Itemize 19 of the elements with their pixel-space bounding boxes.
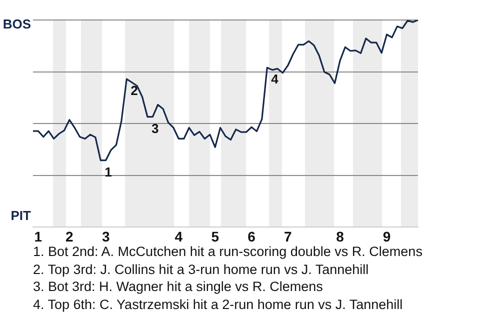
x-tick-label: 4 <box>174 228 183 244</box>
text: 1. Bot 2nd: A. McCutchen hit a run-scoring double vs R. Clemens <box>33 243 422 260</box>
text: BOS <box>2 16 32 32</box>
text: 4. Top 6th: C. Yastrzemski hit a 2-run home run vs J. Tannehill <box>33 296 404 313</box>
annotation: 1 <box>104 164 112 180</box>
x-tick-label: 2 <box>66 228 74 244</box>
x-tick-label: 5 <box>211 228 220 244</box>
annotation: 2 <box>130 83 138 98</box>
text: 3. Bot 3rd: H. Wagner hit a single vs R. Clemens <box>33 278 324 296</box>
text: PIT <box>10 208 32 223</box>
annotation: 4 <box>271 72 280 87</box>
x-tick-label: 7 <box>284 228 292 244</box>
text: 2. Top 3rd: J. Collins hit a 3-run home run vs J. Tannehill <box>33 260 370 278</box>
x-tick-label: 1 <box>34 228 42 244</box>
annotation: 3 <box>151 120 159 136</box>
x-tick-label: 6 <box>248 228 256 244</box>
x-tick-label: 9 <box>382 228 391 244</box>
x-tick-label: 3 <box>102 228 110 244</box>
x-tick-label: 8 <box>336 228 344 244</box>
